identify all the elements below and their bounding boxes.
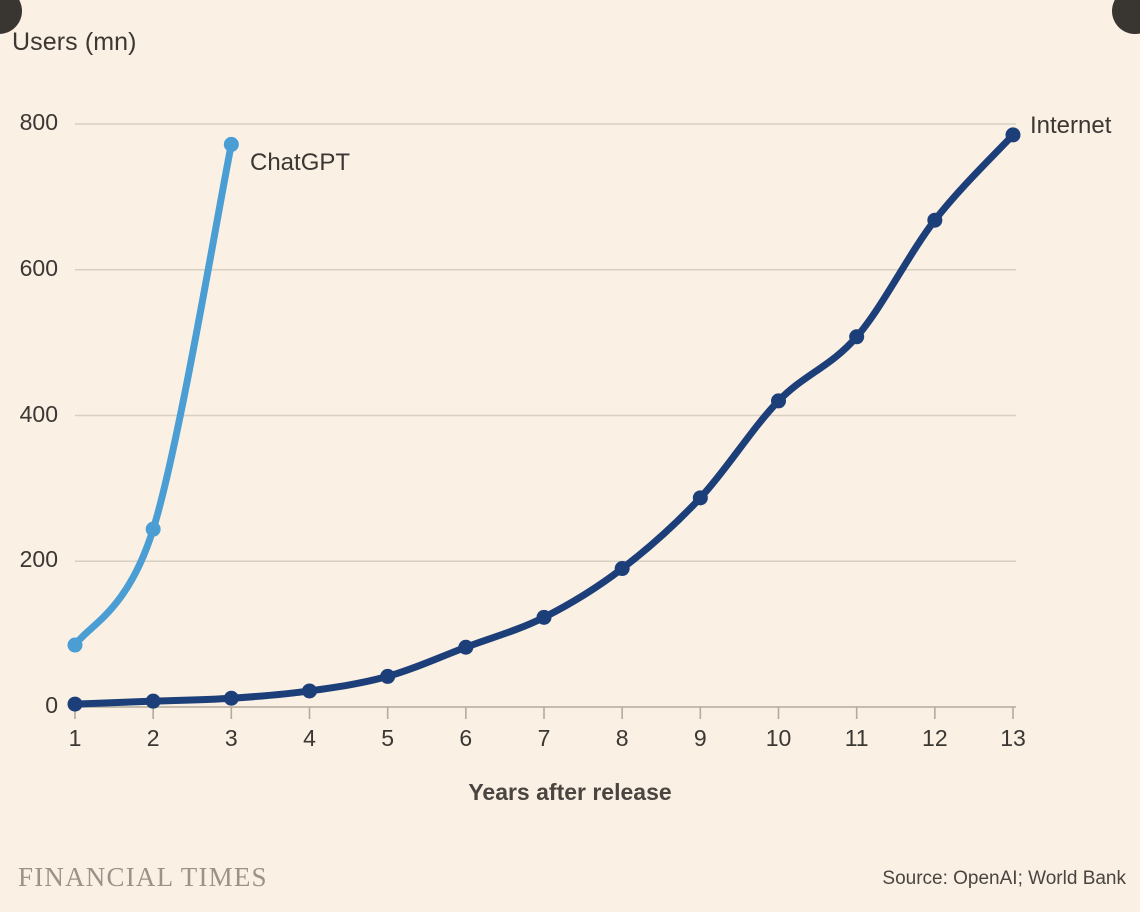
x-tick-label: 5 <box>381 725 395 751</box>
y-tick-label: 800 <box>19 109 58 135</box>
financial-times-logo: FINANCIAL TIMES <box>18 862 268 892</box>
x-tick-label: 7 <box>537 725 551 751</box>
series-internet <box>67 127 1021 712</box>
x-tick-label: 2 <box>146 725 160 751</box>
x-tick-label: 8 <box>615 725 629 751</box>
corner-dot-left-icon <box>0 0 22 34</box>
x-tick-label: 11 <box>844 725 869 751</box>
series-label-internet: Internet <box>1030 112 1112 139</box>
x-tick-label: 4 <box>303 725 316 751</box>
x-tick-label: 6 <box>459 725 473 751</box>
y-tick-label: 0 <box>45 692 58 718</box>
source-note: Source: OpenAI; World Bank <box>882 868 1126 889</box>
series-label-chatgpt: ChatGPT <box>250 149 351 176</box>
y-axis-title: Users (mn) <box>12 28 137 56</box>
series-chatgpt <box>67 136 239 653</box>
x-tick-label: 1 <box>68 725 82 751</box>
x-axis-title: Years after release <box>468 779 672 805</box>
y-tick-label: 400 <box>19 400 58 427</box>
y-tick-label: 200 <box>19 546 58 573</box>
y-tick-label: 600 <box>19 254 58 281</box>
x-tick-label: 13 <box>1000 725 1026 751</box>
x-tick-label: 3 <box>224 725 238 751</box>
x-tick-label: 12 <box>922 725 948 751</box>
x-tick-label: 10 <box>765 725 792 751</box>
x-tick-label: 9 <box>693 725 707 751</box>
